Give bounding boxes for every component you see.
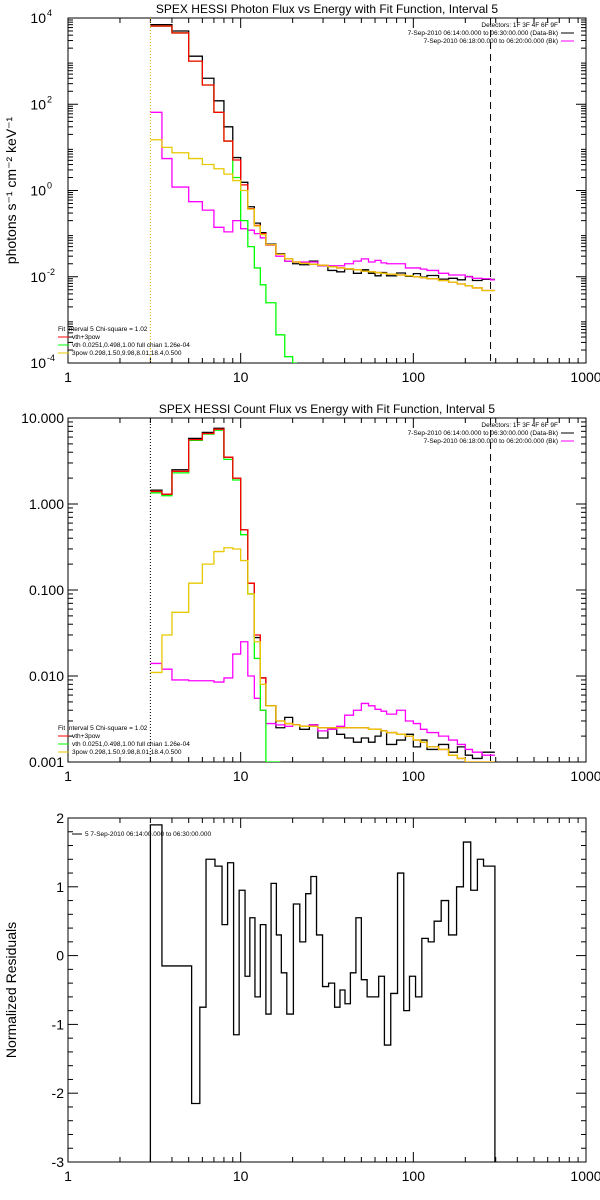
y-tick-label: 10: [30, 269, 46, 285]
x-tick-label: 100: [402, 1168, 426, 1184]
y-tick-exponent: -2: [47, 267, 55, 277]
legend-text: 3pow 0.298,1.50,9.98,8.01,18.4,0.500: [72, 749, 182, 756]
x-tick-label: 100: [402, 768, 426, 784]
x-axis: 1 10 100 1000: [64, 18, 600, 385]
header-text: 7-Sep-2010 06:18:00.000 to 06:20:00.000 …: [424, 38, 558, 45]
x-tick-label: 100: [402, 369, 426, 385]
y-tick-label: -1: [52, 1016, 65, 1032]
x-axis: 1 10 100 1000: [64, 818, 600, 1184]
header-text: 7-Sep-2010 06:14:00.000 to 06:30:00.000 …: [408, 430, 558, 437]
chart-title: SPEX HESSI Count Flux vs Energy with Fit…: [159, 402, 495, 416]
y-axis-label: photons s⁻¹ cm⁻² keV⁻¹: [3, 116, 19, 264]
legend-text: Fit Interval 5 Chi-square = 1.02: [58, 725, 148, 732]
series-1-line: [149, 824, 496, 1162]
legend-text: 3pow 0.298,1.50,9.98,8.01,18.4,0.500: [72, 350, 182, 357]
plot-area: [149, 18, 495, 363]
header-text: Detectors: 1F 3F 4F 6F 9F: [481, 22, 558, 29]
y-tick-label: -3: [52, 1154, 65, 1170]
plot-area: [149, 418, 495, 762]
panel-2: SPEX HESSI Count Flux vs Energy with Fit…: [21, 402, 600, 784]
y-axis: -3 -2 -1 0 1 2: [52, 810, 586, 1170]
panel-1: SPEX HESSI Photon Flux vs Energy with Fi…: [3, 2, 600, 385]
x-tick-label: 1000: [570, 1168, 600, 1184]
x-tick-label: 1: [64, 1168, 72, 1184]
y-tick-label: 0: [56, 948, 64, 964]
y-tick-label: 0.010: [29, 668, 64, 684]
y-tick-label: 10: [30, 183, 46, 199]
legend-text: vth 0.0251,0.498,1.00 full chian 1.26e-0…: [72, 342, 190, 349]
y-tick-exponent: 2: [47, 94, 52, 104]
x-tick-label: 10: [233, 369, 249, 385]
plot-frame: [67, 817, 587, 1163]
y-tick-label: 0.001: [29, 754, 64, 770]
legend-text: vth+3pow: [72, 334, 100, 341]
plot-area: [149, 824, 496, 1162]
y-axis-label: Normalized Residuals: [3, 922, 19, 1058]
y-tick-label: 0.100: [29, 582, 64, 598]
legend-text: Fit Interval 5 Chi-square = 1.02: [58, 326, 148, 333]
header-text: 7-Sep-2010 06:14:00.000 to 06:30:00.000 …: [408, 30, 558, 37]
y-tick-exponent: 0: [47, 181, 52, 191]
series-2-line: [150, 111, 495, 281]
y-tick-label: 10: [30, 355, 46, 371]
x-tick-label: 10: [233, 768, 249, 784]
header-text: 7-Sep-2010 06:18:00.000 to 06:20:00.000 …: [424, 438, 558, 445]
x-tick-label: 1000: [570, 369, 600, 385]
y-tick-label: -2: [52, 1085, 65, 1101]
panel-3: 1 10 100 1000 -3 -2 -1 0 1 2 Normalized Residuals 5…: [3, 810, 600, 1184]
y-tick-label: 10: [30, 96, 46, 112]
y-tick-label: 10: [30, 10, 46, 26]
series-5-line: [150, 139, 495, 292]
chart-title: SPEX HESSI Photon Flux vs Energy with Fi…: [156, 2, 498, 16]
header-text: Detectors: 1F 3F 4F 6F 9F: [481, 422, 558, 429]
y-tick-exponent: 4: [47, 8, 52, 18]
x-tick-label: 10: [233, 1168, 249, 1184]
y-tick-exponent: -4: [47, 353, 55, 363]
x-tick-label: 1000: [570, 768, 600, 784]
y-tick-label: 10.000: [21, 410, 64, 426]
y-tick-label: 1.000: [29, 496, 64, 512]
legend-text: vth 0.0251,0.498,1.00 full chian 1.26e-0…: [72, 741, 190, 748]
legend-text: vth+3pow: [72, 733, 100, 740]
legend-text: 5 7-Sep-2010 06:14:00.000 to 06:30:00.00…: [85, 831, 212, 838]
y-tick-label: 1: [56, 879, 64, 895]
y-tick-label: 2: [56, 810, 64, 826]
y-axis: 0.001 0.010 0.100 1.000 10.000: [21, 410, 586, 770]
x-tick-label: 1: [64, 369, 72, 385]
series-5-line: [150, 547, 495, 762]
x-tick-label: 1: [64, 768, 72, 784]
